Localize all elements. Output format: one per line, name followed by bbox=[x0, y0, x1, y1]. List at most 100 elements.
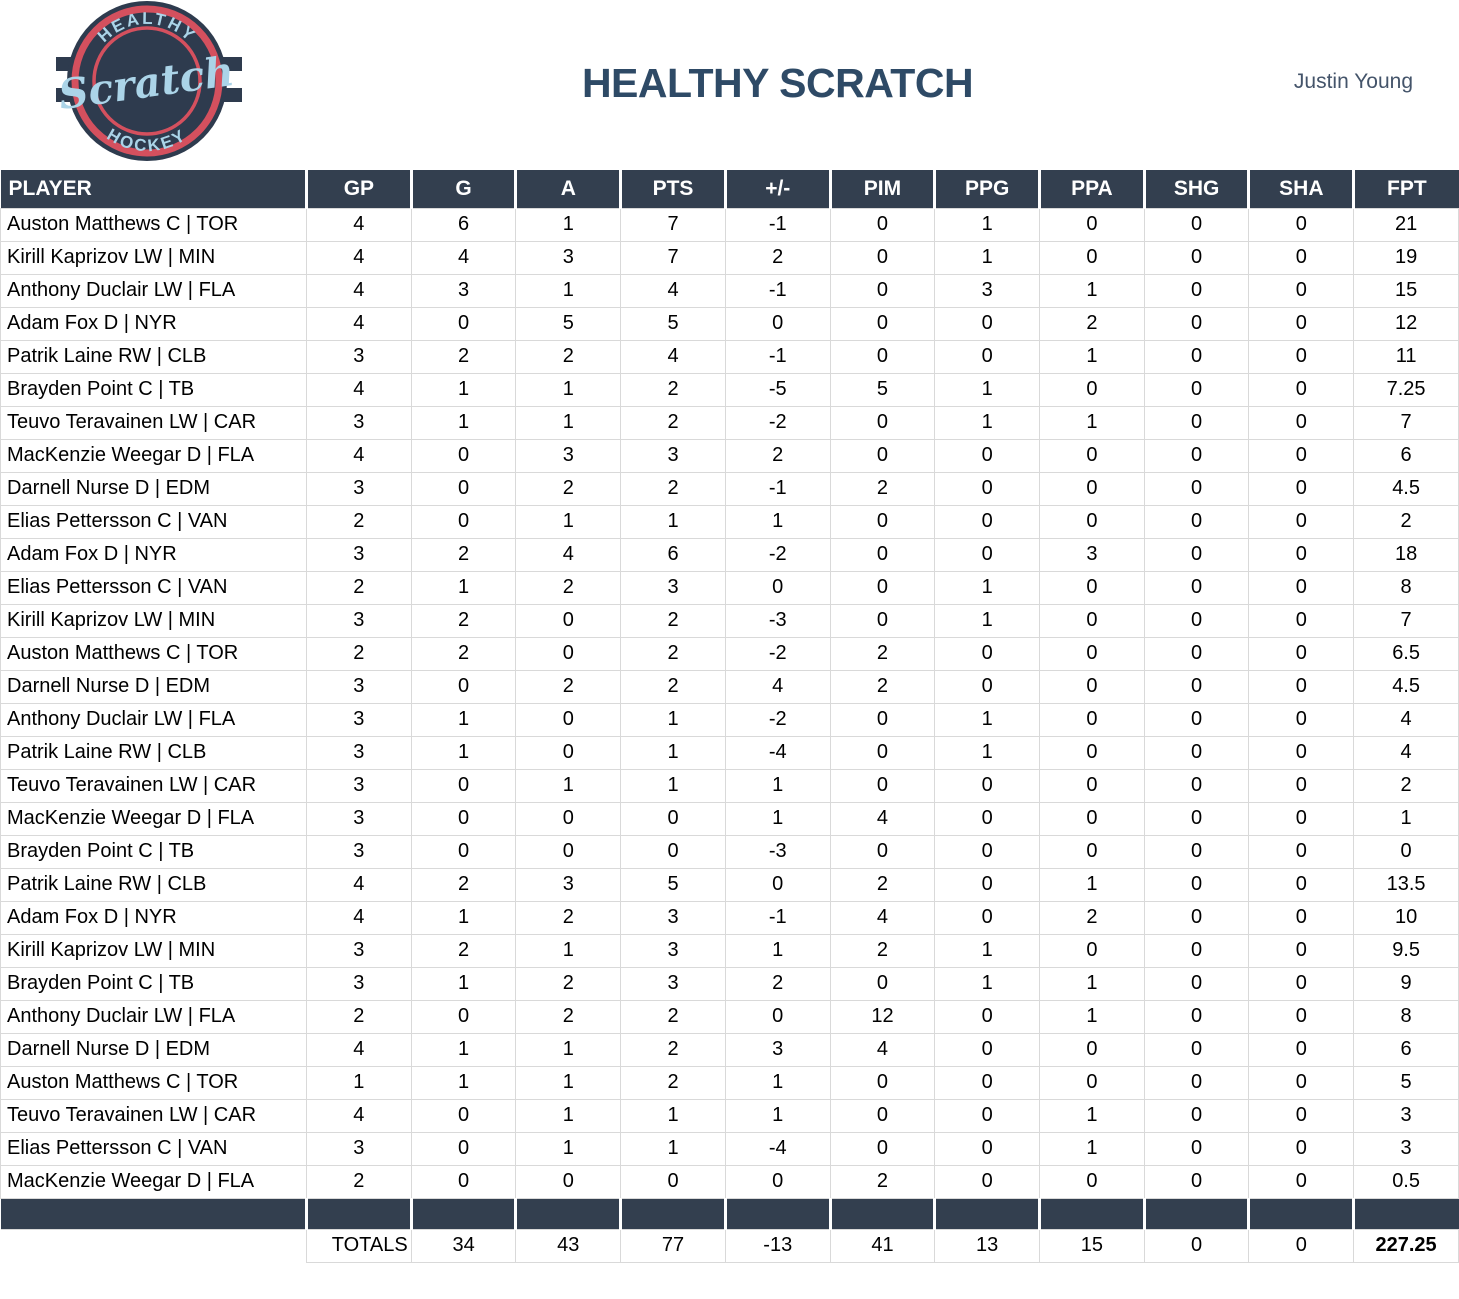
stat-cell: 5 bbox=[620, 306, 726, 341]
stat-cell: 0 bbox=[1143, 834, 1250, 869]
player-name-cell: Patrik Laine RW | CLB bbox=[0, 339, 307, 374]
totals-row: TOTALS 34 43 77 -13 41 13 15 0 0 227.25 bbox=[0, 1228, 1459, 1263]
stat-cell: 0 bbox=[410, 834, 517, 869]
stat-cell: 9.5 bbox=[1353, 933, 1459, 968]
stat-cell: 1 bbox=[410, 735, 517, 770]
stat-cell: 1 bbox=[724, 504, 831, 539]
stat-cell: 5 bbox=[1353, 1065, 1459, 1100]
stat-cell: 0 bbox=[515, 636, 622, 671]
stat-cell: 0 bbox=[1039, 669, 1145, 704]
table-row: Patrik Laine RW | CLB 4 2 3 5 0 2 0 1 0 0 13.5 bbox=[0, 867, 1459, 902]
stat-cell: 0 bbox=[1039, 438, 1145, 473]
stat-cell: 0 bbox=[410, 768, 517, 803]
stat-cell: 4 bbox=[620, 273, 726, 308]
table-row: Darnell Nurse D | EDM 3 0 2 2 -1 2 0 0 0 0 4.5 bbox=[0, 471, 1459, 506]
stat-cell: 7 bbox=[620, 240, 726, 275]
stat-cell: -2 bbox=[724, 636, 831, 671]
stat-cell: 0 bbox=[724, 999, 831, 1034]
stat-cell: 0 bbox=[1143, 438, 1250, 473]
stat-cell: 0 bbox=[934, 1164, 1041, 1199]
player-name-cell: MacKenzie Weegar D | FLA bbox=[0, 801, 307, 836]
stat-cell: 0 bbox=[515, 1164, 622, 1199]
stat-cell: 6 bbox=[620, 537, 726, 572]
stat-cell: 2 bbox=[1353, 504, 1459, 539]
stat-cell: 0 bbox=[724, 1164, 831, 1199]
stat-cell: 0 bbox=[934, 867, 1041, 902]
totals-g: 34 bbox=[410, 1228, 517, 1263]
stat-cell: 0 bbox=[829, 504, 936, 539]
stat-cell: 0 bbox=[1248, 801, 1355, 836]
stat-cell: 4 bbox=[306, 438, 412, 473]
player-name-cell: Darnell Nurse D | EDM bbox=[0, 471, 307, 506]
table-row: Kirill Kaprizov LW | MIN 4 4 3 7 2 0 1 0 0 0 19 bbox=[0, 240, 1459, 275]
stat-cell: 0 bbox=[1143, 471, 1250, 506]
stat-cell: 0 bbox=[410, 999, 517, 1034]
column-header-pim: PIM bbox=[828, 170, 935, 208]
stat-cell: 0 bbox=[829, 603, 936, 638]
player-name-cell: Elias Pettersson C | VAN bbox=[0, 504, 307, 539]
stat-cell: 4 bbox=[829, 900, 936, 935]
stat-cell: 0 bbox=[1039, 1065, 1145, 1100]
stat-cell: 0 bbox=[515, 834, 622, 869]
stat-cell: 0 bbox=[1143, 669, 1250, 704]
separator-cell bbox=[1247, 1198, 1354, 1229]
stat-cell: 0 bbox=[1143, 900, 1250, 935]
player-name-cell: Adam Fox D | NYR bbox=[0, 537, 307, 572]
stat-cell: 0 bbox=[1039, 504, 1145, 539]
stat-cell: 0 bbox=[934, 999, 1041, 1034]
stat-cell: 4 bbox=[410, 240, 517, 275]
stat-cell: 0 bbox=[934, 1131, 1041, 1166]
stat-cell: 1 bbox=[620, 702, 726, 737]
separator-cell bbox=[619, 1198, 726, 1229]
table-row: Adam Fox D | NYR 3 2 4 6 -2 0 0 3 0 0 18 bbox=[0, 537, 1459, 572]
separator-cell bbox=[305, 1198, 412, 1229]
table-row: MacKenzie Weegar D | FLA 2 0 0 0 0 2 0 0 0 0 0.5 bbox=[0, 1164, 1459, 1199]
stat-cell: 0 bbox=[1248, 999, 1355, 1034]
player-name-cell: Darnell Nurse D | EDM bbox=[0, 1032, 307, 1067]
stat-cell: 4 bbox=[306, 900, 412, 935]
totals-blank-cell bbox=[0, 1228, 307, 1262]
player-name-cell: Anthony Duclair LW | FLA bbox=[0, 999, 307, 1034]
stat-cell: 0 bbox=[1039, 735, 1145, 770]
stat-cell: 0 bbox=[829, 570, 936, 605]
separator-cell bbox=[1142, 1198, 1249, 1229]
stat-cell: 3 bbox=[306, 933, 412, 968]
stat-cell: 1 bbox=[515, 1131, 622, 1166]
player-name-cell: Kirill Kaprizov LW | MIN bbox=[0, 603, 307, 638]
stat-cell: 1 bbox=[410, 372, 517, 407]
stat-cell: 2 bbox=[829, 933, 936, 968]
table-row: Teuvo Teravainen LW | CAR 4 0 1 1 1 0 0 1 0 0 3 bbox=[0, 1098, 1459, 1133]
stat-cell: 2 bbox=[620, 999, 726, 1034]
stat-cell: 4 bbox=[306, 372, 412, 407]
stat-cell: -1 bbox=[724, 339, 831, 374]
separator-cell bbox=[828, 1198, 935, 1229]
stat-cell: 0 bbox=[1143, 1131, 1250, 1166]
totals-shg: 0 bbox=[1143, 1228, 1250, 1263]
stat-cell: 3 bbox=[306, 702, 412, 737]
stat-cell: 0 bbox=[1143, 933, 1250, 968]
stat-cell: 3 bbox=[620, 966, 726, 1001]
stat-cell: 0 bbox=[410, 438, 517, 473]
player-name-cell: Kirill Kaprizov LW | MIN bbox=[0, 240, 307, 275]
player-name-cell: Auston Matthews C | TOR bbox=[0, 636, 307, 671]
stat-cell: 2 bbox=[620, 1032, 726, 1067]
stat-cell: 0 bbox=[934, 504, 1041, 539]
table-row: Darnell Nurse D | EDM 4 1 1 2 3 4 0 0 0 0 6 bbox=[0, 1032, 1459, 1067]
stat-cell: 3 bbox=[306, 966, 412, 1001]
stat-cell: -3 bbox=[724, 834, 831, 869]
player-name-cell: Auston Matthews C | TOR bbox=[0, 207, 307, 242]
stat-cell: 0 bbox=[829, 702, 936, 737]
stat-cell: 2 bbox=[410, 636, 517, 671]
stat-cell: 4 bbox=[306, 273, 412, 308]
table-row: Elias Pettersson C | VAN 2 1 2 3 0 0 1 0 0 0 8 bbox=[0, 570, 1459, 605]
table-row: Adam Fox D | NYR 4 0 5 5 0 0 0 2 0 0 12 bbox=[0, 306, 1459, 341]
stat-cell: 1 bbox=[934, 372, 1041, 407]
stat-cell: 0 bbox=[1039, 636, 1145, 671]
stat-cell: 1 bbox=[515, 207, 622, 242]
stat-cell: 0 bbox=[1143, 1098, 1250, 1133]
stat-cell: 2 bbox=[306, 636, 412, 671]
stat-cell: 0 bbox=[410, 801, 517, 836]
stat-cell: 0 bbox=[1248, 867, 1355, 902]
stat-cell: 3 bbox=[620, 438, 726, 473]
stat-cell: 12 bbox=[1353, 306, 1459, 341]
